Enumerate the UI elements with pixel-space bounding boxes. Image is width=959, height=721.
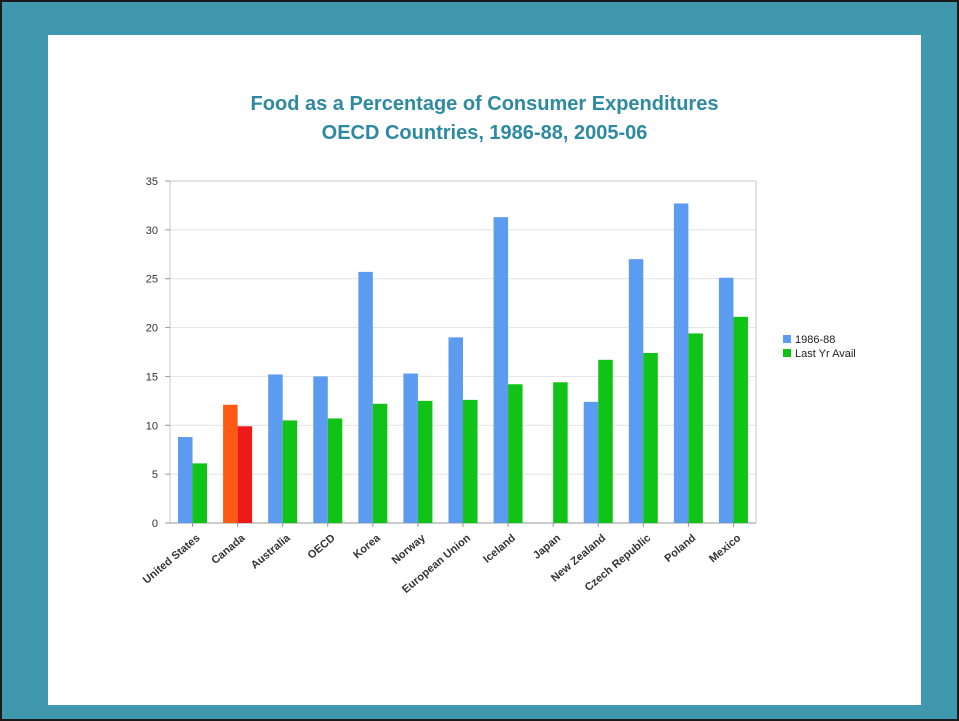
x-tick-label: United States [141, 532, 203, 586]
bar-series1 [493, 217, 509, 523]
bar-series2 [598, 359, 613, 523]
bar-series2 [688, 333, 703, 523]
bar-series1 [403, 373, 418, 523]
bar-series1 [223, 404, 238, 523]
x-tick-label: Poland [663, 532, 699, 565]
x-tick-labels: United States Canada Australia OECD Korea Nor… [141, 532, 744, 596]
bar-series1 [358, 271, 373, 523]
bar-series2 [372, 403, 388, 523]
y-tick-label: 5 [152, 469, 158, 481]
bar-series1 [448, 337, 463, 523]
bar-series1 [583, 401, 599, 523]
bar-series2 [192, 463, 208, 523]
bar-series2 [733, 316, 748, 523]
legend-label: 1986-88 [795, 334, 835, 346]
x-tick-label: Mexico [707, 532, 743, 565]
chart-title: Food as a Percentage of Consumer Expendi… [48, 90, 921, 148]
bar-series1 [673, 203, 689, 523]
legend-label: Last Yr Avail [795, 348, 856, 360]
y-tick-label: 0 [152, 518, 158, 530]
x-tick-label: Canada [209, 532, 248, 567]
bar-series1 [718, 277, 734, 523]
bar-series2 [327, 418, 343, 523]
bar-series2 [643, 352, 658, 523]
bar-series1 [178, 437, 193, 523]
x-tick-label: Iceland [481, 532, 518, 566]
bar-series2 [237, 426, 253, 523]
bars [178, 203, 748, 523]
y-tick-label: 35 [146, 176, 158, 188]
bar-series2 [463, 399, 478, 523]
bar-series1 [313, 376, 328, 523]
y-tick-labels: 0 5 10 15 20 25 30 35 [146, 176, 158, 530]
bar-series1 [268, 374, 283, 523]
x-tick-label: OECD [306, 532, 338, 562]
slide: Food as a Percentage of Consumer Expendi… [48, 35, 921, 705]
x-tick-label: Japan [531, 532, 563, 562]
chart-title-line-1: Food as a Percentage of Consumer Expendi… [250, 93, 719, 115]
bar-series2 [282, 420, 298, 523]
bar-chart: 0 5 10 15 20 25 30 35 United States Canada Austra… [141, 176, 856, 596]
x-tick-label: Korea [351, 532, 383, 562]
y-tick-label: 30 [146, 225, 158, 237]
y-tick-label: 25 [146, 274, 158, 286]
y-tick-label: 10 [146, 420, 158, 432]
x-tick-label: Australia [249, 532, 293, 572]
bar-series2 [553, 382, 568, 523]
legend-swatch [783, 349, 791, 357]
y-tick-label: 20 [146, 323, 158, 335]
y-tick-label: 15 [146, 371, 158, 383]
legend-swatch [783, 335, 791, 343]
chart-title-line-2: OECD Countries, 1986-88, 2005-06 [321, 122, 648, 144]
x-tick-label: Norway [390, 532, 429, 567]
legend: 1986-88 Last Yr Avail [783, 334, 856, 360]
bar-series2 [417, 400, 433, 523]
bar-series2 [508, 384, 523, 523]
bar-series1 [628, 259, 644, 523]
